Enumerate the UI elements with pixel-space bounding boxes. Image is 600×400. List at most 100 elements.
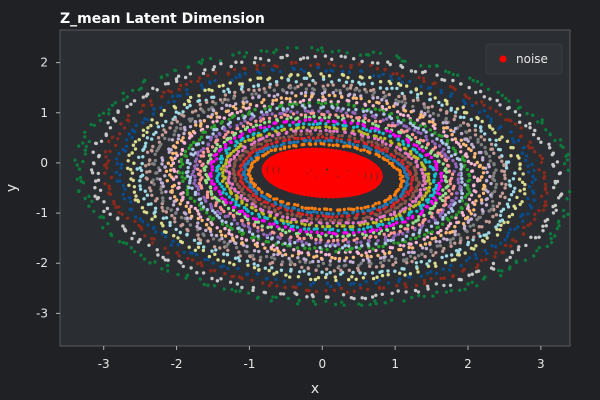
scatter-point	[343, 130, 347, 134]
scatter-point	[461, 142, 466, 146]
scatter-point	[427, 160, 432, 164]
scatter-point	[265, 197, 269, 201]
scatter-point	[239, 121, 243, 126]
scatter-point	[429, 155, 434, 160]
noise-point	[328, 182, 334, 189]
scatter-point	[274, 140, 278, 144]
scatter-point	[332, 63, 336, 67]
scatter-point	[233, 177, 237, 181]
scatter-point	[452, 117, 456, 122]
scatter-point	[505, 234, 510, 238]
scatter-point	[293, 202, 297, 207]
scatter-point	[521, 219, 525, 223]
scatter-point	[300, 104, 305, 108]
scatter-point	[202, 282, 206, 287]
scatter-point	[511, 238, 515, 242]
scatter-point	[234, 202, 238, 207]
scatter-point	[252, 127, 256, 132]
scatter-point	[330, 57, 334, 61]
scatter-point	[468, 224, 472, 228]
scatter-point	[433, 186, 438, 190]
scatter-point	[415, 144, 419, 148]
scatter-point	[218, 98, 223, 102]
scatter-point	[153, 158, 158, 163]
scatter-point	[244, 167, 248, 172]
scatter-point	[419, 206, 423, 211]
scatter-point	[368, 249, 372, 254]
scatter-point	[337, 134, 341, 138]
scatter-point	[223, 214, 227, 219]
scatter-point	[229, 140, 233, 145]
scatter-point	[217, 189, 221, 194]
scatter-point	[288, 97, 292, 101]
scatter-point	[517, 245, 521, 249]
scatter-point	[307, 227, 311, 231]
scatter-point	[411, 191, 415, 195]
x-tick-label: 3	[537, 357, 545, 371]
scatter-point	[405, 165, 410, 169]
scatter-point	[121, 184, 125, 188]
scatter-point	[300, 265, 304, 269]
scatter-point	[330, 255, 334, 260]
scatter-point	[211, 120, 215, 124]
scatter-point	[459, 236, 463, 240]
scatter-point	[450, 192, 454, 196]
scatter-point	[565, 197, 569, 201]
scatter-point	[311, 111, 316, 115]
scatter-point	[229, 64, 233, 69]
scatter-point	[104, 155, 108, 159]
scatter-point	[201, 130, 205, 134]
scatter-point	[307, 289, 311, 293]
scatter-point	[511, 177, 516, 181]
scatter-point	[125, 216, 130, 220]
scatter-point	[428, 241, 432, 245]
scatter-point	[362, 82, 366, 86]
scatter-point	[449, 253, 454, 257]
scatter-point	[532, 168, 536, 173]
scatter-point	[219, 62, 223, 66]
scatter-point	[444, 254, 449, 258]
scatter-point	[252, 249, 257, 253]
scatter-point	[295, 292, 299, 297]
scatter-point	[180, 240, 184, 245]
y-tick-label: 0	[40, 156, 48, 170]
scatter-point	[403, 170, 407, 175]
scatter-point	[241, 90, 245, 94]
scatter-point	[339, 268, 343, 272]
scatter-point	[318, 121, 322, 126]
scatter-point	[251, 285, 256, 290]
scatter-point	[474, 199, 478, 203]
scatter-point	[269, 255, 274, 260]
scatter-point	[215, 226, 219, 230]
scatter-point	[229, 201, 233, 205]
scatter-point	[520, 151, 524, 155]
scatter-point	[296, 203, 300, 207]
scatter-point	[296, 275, 301, 279]
scatter-point	[220, 100, 225, 105]
scatter-point	[145, 170, 149, 174]
noise-point	[352, 173, 358, 179]
scatter-point	[375, 218, 379, 222]
scatter-point	[410, 259, 414, 264]
scatter-point	[373, 299, 377, 303]
scatter-point	[242, 101, 246, 106]
scatter-point	[419, 168, 424, 172]
scatter-point	[176, 74, 181, 78]
scatter-point	[209, 115, 213, 119]
scatter-point	[487, 124, 492, 128]
scatter-point	[262, 232, 266, 236]
scatter-point	[145, 150, 150, 154]
scatter-point	[333, 275, 337, 279]
scatter-point	[374, 265, 379, 269]
scatter-point	[212, 284, 217, 288]
scatter-point	[434, 264, 438, 268]
scatter-point	[350, 275, 354, 279]
scatter-point	[142, 197, 146, 201]
scatter-point	[351, 142, 355, 147]
scatter-point	[201, 141, 205, 145]
scatter-point	[238, 82, 242, 86]
x-tick-label: -3	[98, 357, 110, 371]
scatter-point	[107, 187, 112, 191]
scatter-point	[419, 110, 424, 114]
scatter-point	[458, 247, 462, 252]
